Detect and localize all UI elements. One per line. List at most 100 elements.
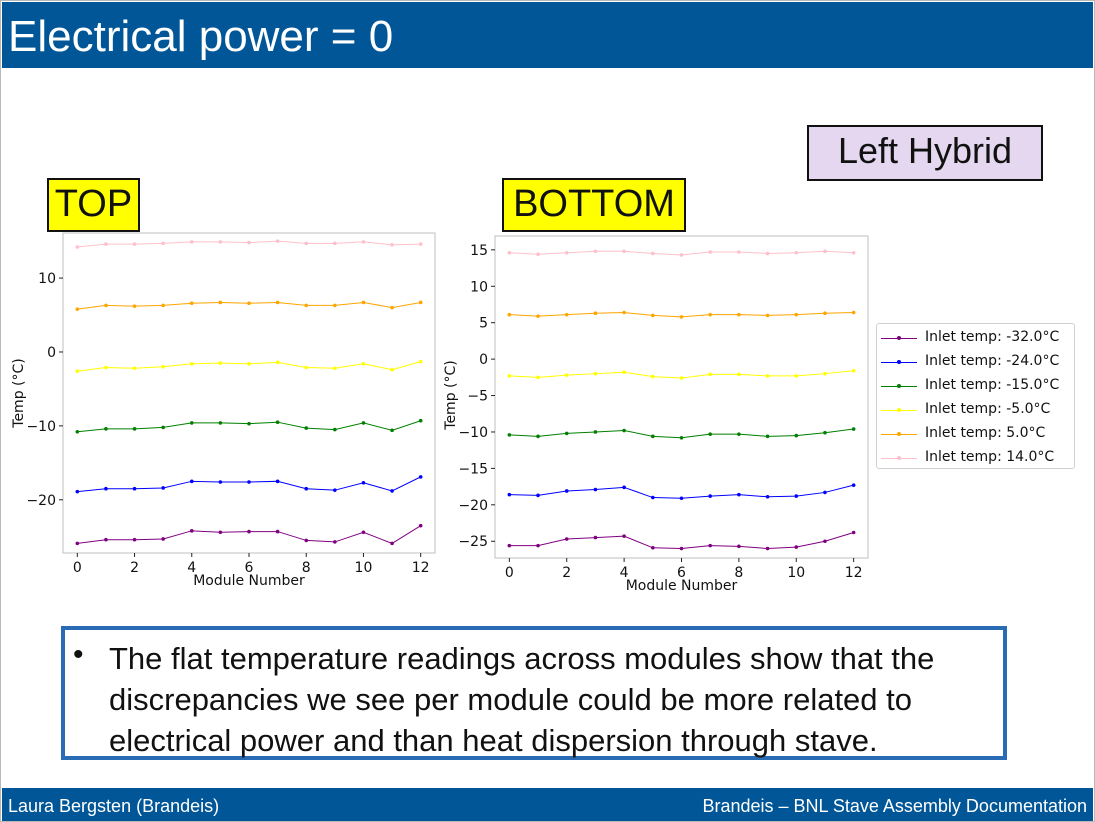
series-point [161,486,165,490]
series-point [304,426,309,430]
series-point [104,242,108,246]
series-point [507,374,512,378]
series-point [390,367,394,372]
x-tick-label: 0 [73,560,82,576]
series-point [765,495,770,499]
series-point [333,427,337,432]
series-point [564,431,569,436]
footer-project: Brandeis – BNL Stave Assembly Documentat… [702,796,1087,816]
series-point [418,242,423,246]
series-point [593,535,598,540]
series-point [679,546,684,551]
series-point [218,421,223,425]
series-point [564,250,569,255]
footer-bar: Laura Bergsten (Brandeis) Brandeis – BNL… [2,788,1093,821]
title-bar: Electrical power = 0 [2,2,1093,68]
series-point [333,303,337,308]
series-point [708,372,712,377]
series-point [75,489,80,494]
plot-frame [494,235,869,559]
series-point [507,492,512,497]
series-point [189,362,194,366]
series-point [737,250,741,254]
series-point [737,544,741,549]
plot-frame [62,232,436,554]
series-point [390,541,394,546]
series-point [794,374,799,378]
series-point [247,240,251,245]
series-point [593,311,598,316]
series-point [189,421,194,425]
series-point [737,432,741,436]
legend-swatch-marker [897,456,901,460]
bottom-label: BOTTOM [502,178,686,232]
series-point [390,489,394,493]
series-point [418,300,423,305]
series-point [622,428,626,433]
x-tick-label: 2 [562,565,571,581]
series-point [823,490,827,495]
y-tick-label: 15 [470,243,488,259]
legend-label: Inlet temp: 14.0°C [925,449,1055,465]
series-point [851,368,856,373]
series-point [275,360,280,365]
series-point [247,529,251,534]
series-point [765,434,770,439]
legend-label: Inlet temp: -15.0°C [925,377,1060,393]
legend-swatch-marker [897,336,901,340]
x-tick-label: 12 [412,560,430,576]
series-point [651,374,655,379]
left-hybrid-label: Left Hybrid [807,125,1043,181]
legend-swatch-marker [897,360,901,364]
series-point [536,252,540,257]
series-point [247,301,251,306]
x-tick-label: 2 [130,560,139,576]
series-point [390,243,394,247]
x-tick-label: 0 [505,565,514,581]
series-point [794,545,799,549]
x-tick-label: 6 [677,565,686,581]
series-point [851,310,856,315]
legend-label: Inlet temp: -24.0°C [925,353,1060,369]
legend-label: Inlet temp: -32.0°C [925,329,1060,345]
series-point [361,530,366,535]
series-point [304,303,309,308]
series-point [708,432,712,436]
series-point [536,375,540,380]
series-point [189,479,194,484]
series-point [75,245,80,249]
series-point [247,421,251,426]
series-point [361,362,366,366]
series-point [708,312,712,317]
y-tick-label: 0 [47,345,56,361]
legend-swatch-marker [897,384,901,388]
series-point [361,480,366,485]
series-point [765,251,770,256]
series-point [536,314,540,318]
series-point [622,485,626,490]
footer-author: Laura Bergsten (Brandeis) [8,796,220,816]
series-point [418,418,423,423]
series-point [333,488,337,492]
y-tick-label: 0 [479,352,488,368]
series-point [679,253,684,257]
series-point [622,370,626,375]
series-point [708,250,712,254]
series-point [75,429,80,434]
legend-label: Inlet temp: -5.0°C [925,401,1051,417]
series-point [507,250,512,255]
series-point [218,361,223,365]
series-point [651,495,655,500]
series-point [189,301,194,306]
series-point [247,362,251,366]
series-point [737,372,741,377]
series-point [823,371,827,376]
series-point [189,529,194,533]
series-point [104,427,108,431]
series-point [418,523,423,528]
x-tick-label: 12 [845,565,863,581]
series-point [651,313,655,318]
series-point [794,250,799,255]
y-tick-label: −15 [458,461,488,477]
